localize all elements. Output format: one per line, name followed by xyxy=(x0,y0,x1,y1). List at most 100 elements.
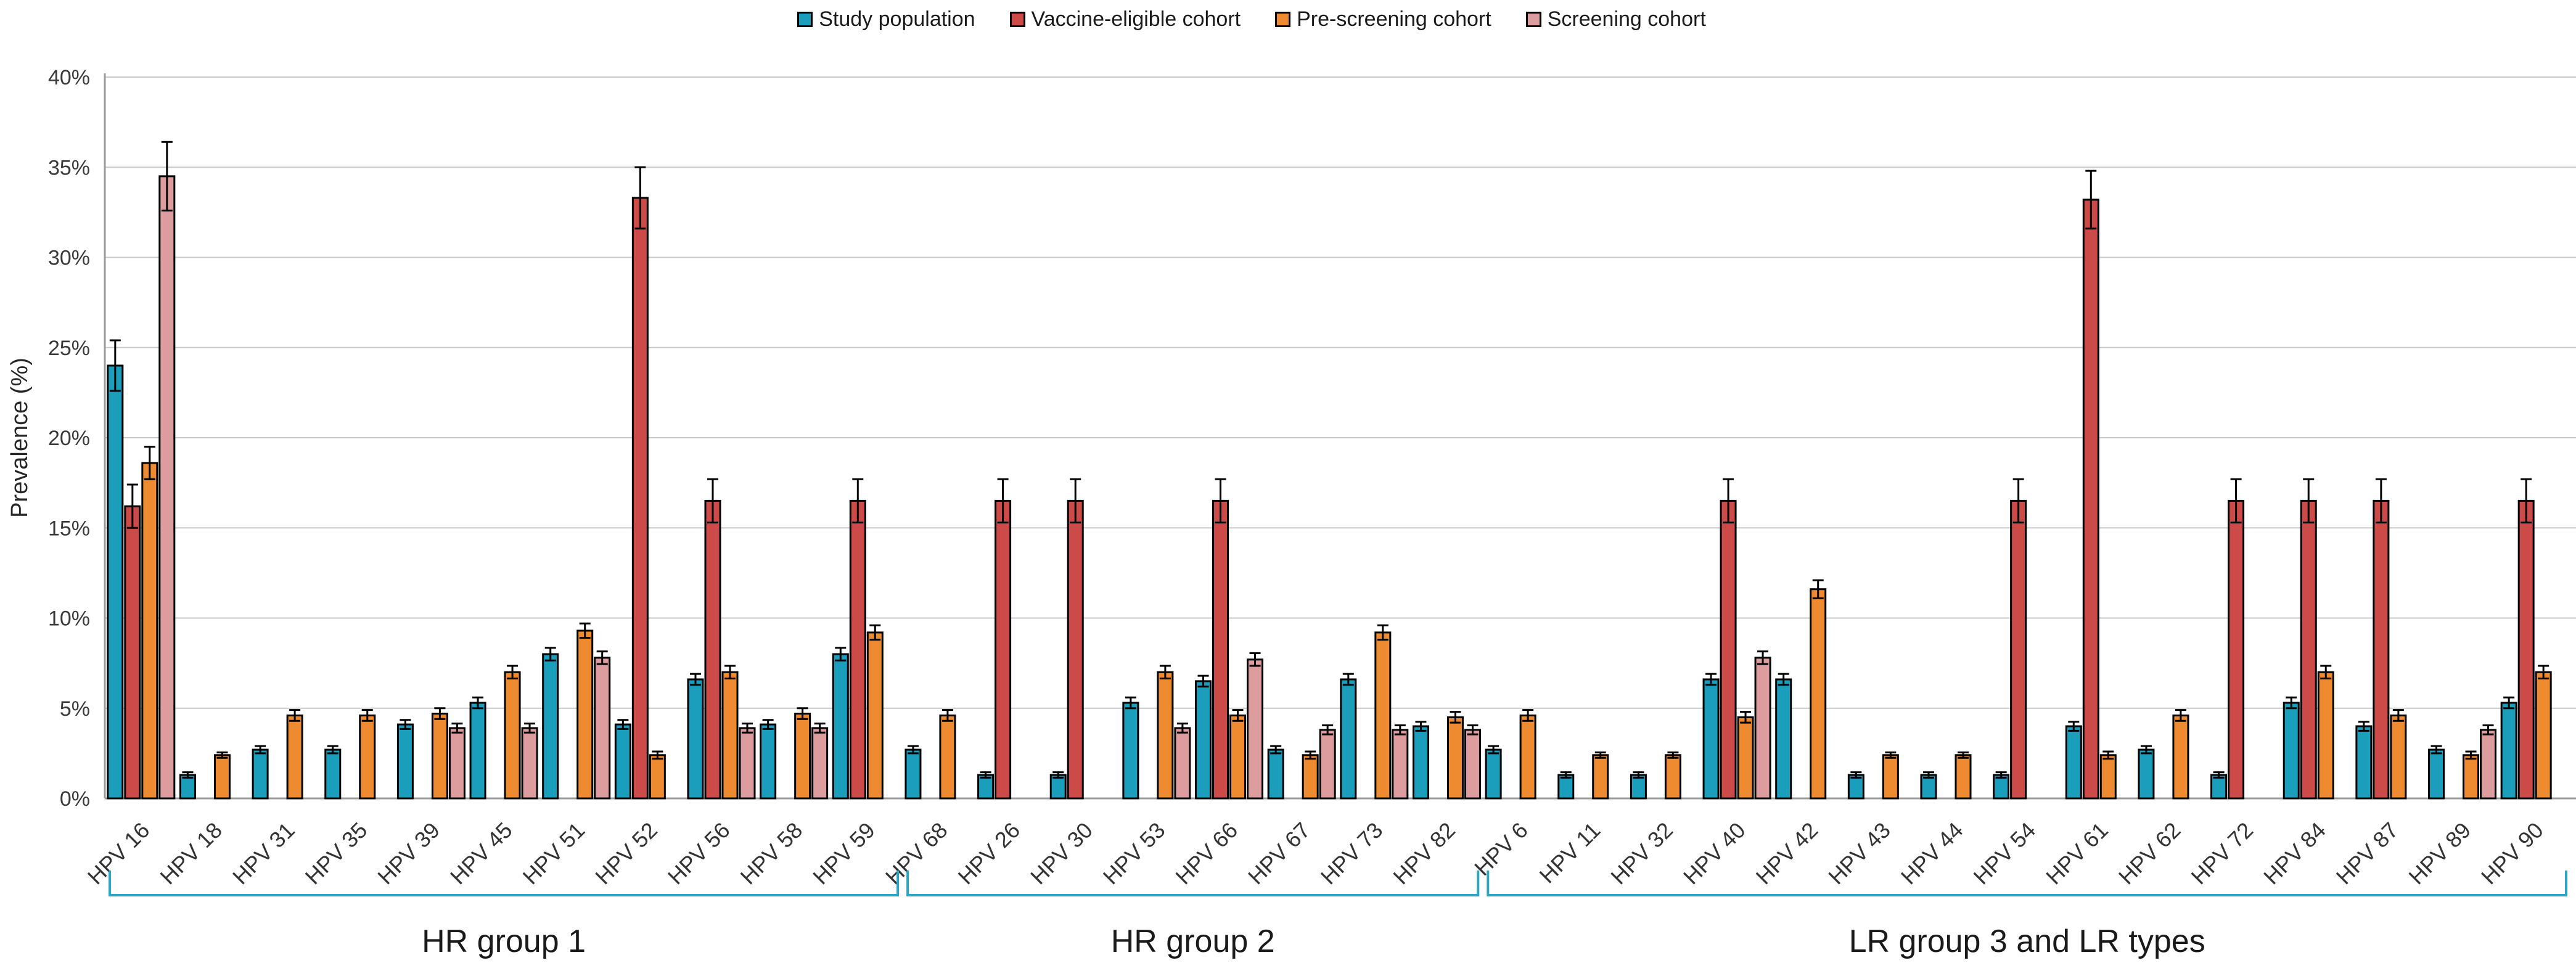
bar-study-population xyxy=(1049,774,1067,800)
group-label: HR group 2 xyxy=(1111,924,1275,959)
bar-screening-cohort xyxy=(158,175,176,800)
bar-vaccine-eligible-cohort xyxy=(2517,499,2535,800)
y-tick-label: 10% xyxy=(48,607,90,631)
x-axis-label: HPV 44 xyxy=(1896,818,1968,890)
legend-item-screening-cohort: Screening cohort xyxy=(1525,7,1706,31)
x-axis-label: HPV 16 xyxy=(83,818,155,890)
bar-pre-screening-cohort xyxy=(1157,671,1174,800)
x-axis-label: HPV 73 xyxy=(1316,818,1388,890)
legend-label-pre-screening-cohort: Pre-screening cohort xyxy=(1297,7,1491,31)
bar-pre-screening-cohort xyxy=(504,671,521,800)
bar-study-population xyxy=(1340,678,1357,800)
x-axis-label: HPV 40 xyxy=(1678,818,1750,890)
bar-study-population xyxy=(1775,678,1792,800)
legend-label-screening-cohort: Screening cohort xyxy=(1547,7,1706,31)
bar-vaccine-eligible-cohort xyxy=(124,505,141,800)
bar-study-population xyxy=(614,723,631,800)
y-tick-label: 0% xyxy=(60,787,90,811)
bar-pre-screening-cohort xyxy=(1519,714,1536,800)
bar-study-population xyxy=(2355,725,2373,800)
bar-study-population xyxy=(1267,748,1284,800)
group-bracket xyxy=(109,871,900,896)
y-tick-label: 20% xyxy=(48,427,90,450)
bar-screening-cohort xyxy=(448,727,466,800)
bar-pre-screening-cohort xyxy=(2172,714,2189,800)
legend-item-study-population: Study population xyxy=(797,7,975,31)
bar-screening-cohort xyxy=(1392,729,1409,800)
bar-vaccine-eligible-cohort xyxy=(2373,499,2390,800)
bar-pre-screening-cohort xyxy=(866,631,884,800)
legend-item-pre-screening-cohort: Pre-screening cohort xyxy=(1275,7,1491,31)
y-axis-title: Prevalence (%) xyxy=(7,358,33,518)
x-axis-label: HPV 72 xyxy=(2186,818,2258,890)
x-axis-label: HPV 68 xyxy=(880,818,953,890)
bar-study-population xyxy=(2065,725,2082,800)
bar-screening-cohort xyxy=(739,727,756,800)
bar-study-population xyxy=(1122,702,1139,800)
bar-pre-screening-cohort xyxy=(794,713,811,800)
bar-study-population xyxy=(396,723,414,800)
x-axis-label: HPV 43 xyxy=(1823,818,1895,890)
x-axis-label: HPV 18 xyxy=(155,818,227,890)
x-axis-label: HPV 51 xyxy=(518,818,590,890)
bar-pre-screening-cohort xyxy=(141,462,158,800)
x-axis-label: HPV 52 xyxy=(590,818,662,890)
bar-vaccine-eligible-cohort xyxy=(1212,499,1229,800)
bar-pre-screening-cohort xyxy=(649,754,666,800)
bar-screening-cohort xyxy=(1754,657,1771,800)
bar-pre-screening-cohort xyxy=(1592,754,1609,800)
x-axis-label: HPV 31 xyxy=(228,818,300,890)
bar-study-population xyxy=(977,774,995,800)
bar-pre-screening-cohort xyxy=(286,714,303,800)
x-axis-label: HPV 84 xyxy=(2258,818,2331,890)
x-axis-label: HPV 53 xyxy=(1098,818,1170,890)
group-label: HR group 1 xyxy=(422,924,586,959)
x-axis-label: HPV 90 xyxy=(2476,818,2548,890)
legend-swatch-screening-cohort xyxy=(1525,12,1541,27)
bar-study-population xyxy=(2138,748,2155,800)
bar-study-population xyxy=(107,364,124,800)
bar-pre-screening-cohort xyxy=(2317,671,2334,800)
bar-pre-screening-cohort xyxy=(1302,754,1319,800)
bar-pre-screening-cohort xyxy=(576,629,594,800)
chart-legend: Study population Vaccine-eligible cohort… xyxy=(0,7,2503,31)
bar-study-population xyxy=(469,702,486,800)
y-tick-label: 30% xyxy=(48,247,90,270)
bar-pre-screening-cohort xyxy=(2390,714,2407,800)
bar-vaccine-eligible-cohort xyxy=(2228,499,2245,800)
y-tick-label: 15% xyxy=(48,517,90,540)
x-axis-label: HPV 67 xyxy=(1243,818,1315,890)
x-axis-label: HPV 61 xyxy=(2041,818,2113,890)
bar-study-population xyxy=(904,748,922,800)
bar-screening-cohort xyxy=(1319,729,1336,800)
group-bracket xyxy=(906,871,1480,896)
bar-study-population xyxy=(2500,702,2517,800)
bar-pre-screening-cohort xyxy=(1882,754,1899,800)
bar-study-population xyxy=(1630,774,1647,800)
bar-study-population xyxy=(1485,748,1502,800)
bar-pre-screening-cohort xyxy=(359,714,376,800)
bar-vaccine-eligible-cohort xyxy=(1720,499,1737,800)
bar-vaccine-eligible-cohort xyxy=(2300,499,2317,800)
x-axis-label: HPV 11 xyxy=(1535,818,1606,888)
bar-vaccine-eligible-cohort xyxy=(2010,499,2027,800)
bar-study-population xyxy=(252,748,269,800)
x-axis-label: HPV 26 xyxy=(953,818,1025,890)
x-axis-label: HPV 87 xyxy=(2331,818,2403,890)
group-bracket xyxy=(1487,871,2567,896)
bar-vaccine-eligible-cohort xyxy=(1067,499,1084,800)
bar-pre-screening-cohort xyxy=(1737,716,1754,800)
bar-screening-cohort xyxy=(521,727,538,800)
x-axis-label: HPV 30 xyxy=(1025,818,1097,890)
bar-pre-screening-cohort xyxy=(1446,716,1464,800)
x-axis-label: HPV 59 xyxy=(808,818,880,890)
x-axis-label: HPV 39 xyxy=(372,818,445,890)
y-tick-label: 5% xyxy=(60,697,90,721)
bar-pre-screening-cohort xyxy=(2535,671,2552,800)
bar-pre-screening-cohort xyxy=(1374,631,1392,800)
bar-vaccine-eligible-cohort xyxy=(2082,199,2099,800)
x-axis-label: HPV 82 xyxy=(1388,818,1460,890)
bar-pre-screening-cohort xyxy=(2099,754,2117,800)
legend-item-vaccine-eligible-cohort: Vaccine-eligible cohort xyxy=(1009,7,1241,31)
